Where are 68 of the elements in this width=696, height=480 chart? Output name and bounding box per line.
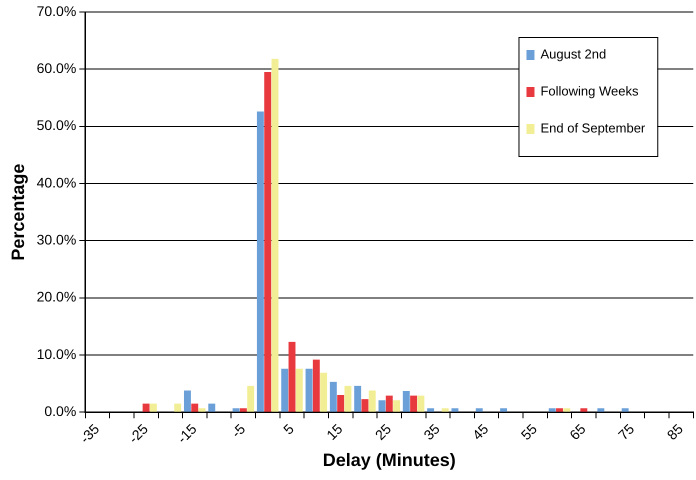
bar <box>232 408 240 412</box>
legend-label: August 2nd <box>540 46 606 62</box>
legend-label: End of September <box>540 120 646 136</box>
bar <box>272 58 278 412</box>
y-tick-label: 70.0% <box>36 2 76 19</box>
bar <box>306 368 312 412</box>
x-tick-label: 45 <box>469 420 492 444</box>
x-tick-label: -35 <box>76 420 102 446</box>
bar <box>174 404 182 412</box>
bar <box>427 408 434 412</box>
bar <box>580 408 588 412</box>
y-axis-title: Percentage <box>8 164 28 261</box>
bar <box>442 408 449 412</box>
bar <box>208 404 216 412</box>
bar <box>597 408 604 412</box>
bar <box>622 408 629 412</box>
bar <box>368 390 376 412</box>
bar <box>548 408 556 412</box>
y-tick-label: 20.0% <box>36 288 76 305</box>
bar <box>417 396 424 412</box>
x-tick-label: 5 <box>280 420 297 438</box>
bar <box>320 372 328 412</box>
bar <box>281 368 288 412</box>
bar <box>184 390 191 412</box>
bar <box>256 111 264 412</box>
x-tick-label: 25 <box>372 420 394 444</box>
x-axis-title: Delay (Minutes) <box>322 450 456 470</box>
x-tick-label: 15 <box>323 420 346 444</box>
y-tick-label: 10.0% <box>36 346 76 362</box>
bar <box>476 408 483 412</box>
bar <box>312 360 320 412</box>
bar <box>451 408 458 412</box>
bar <box>337 395 344 412</box>
bar <box>386 396 393 412</box>
bar <box>563 408 570 412</box>
bar <box>500 408 508 412</box>
x-tick-label: 35 <box>420 420 443 444</box>
bar <box>344 386 352 412</box>
y-tick-label: 60.0% <box>36 60 76 76</box>
bar <box>240 408 247 412</box>
bar <box>288 342 296 412</box>
x-tick-label: 85 <box>664 420 686 444</box>
x-tick-label: -5 <box>228 420 248 441</box>
bar <box>556 408 563 412</box>
bar <box>150 404 157 412</box>
bar <box>378 400 386 412</box>
bar <box>296 368 303 412</box>
bar <box>247 386 254 412</box>
bar <box>142 404 150 412</box>
bar <box>354 386 362 412</box>
y-tick-label: 30.0% <box>36 232 76 248</box>
y-tick-label: 0.0% <box>44 403 76 420</box>
bar <box>410 396 418 412</box>
x-tick-label: 55 <box>518 420 540 444</box>
bar <box>361 399 368 412</box>
y-tick-label: 40.0% <box>36 174 76 190</box>
y-tick-label: 50.0% <box>36 117 76 134</box>
bar <box>191 404 198 412</box>
x-tick-label: 65 <box>566 420 589 444</box>
legend-label: Following Weeks <box>540 84 639 99</box>
x-tick-label: 75 <box>614 420 638 444</box>
bar <box>402 391 410 412</box>
bar <box>198 408 206 412</box>
x-tick-label: -15 <box>174 420 200 446</box>
bar <box>393 400 400 412</box>
bar <box>330 382 337 412</box>
bar <box>264 72 272 412</box>
x-tick-label: -25 <box>125 420 152 446</box>
